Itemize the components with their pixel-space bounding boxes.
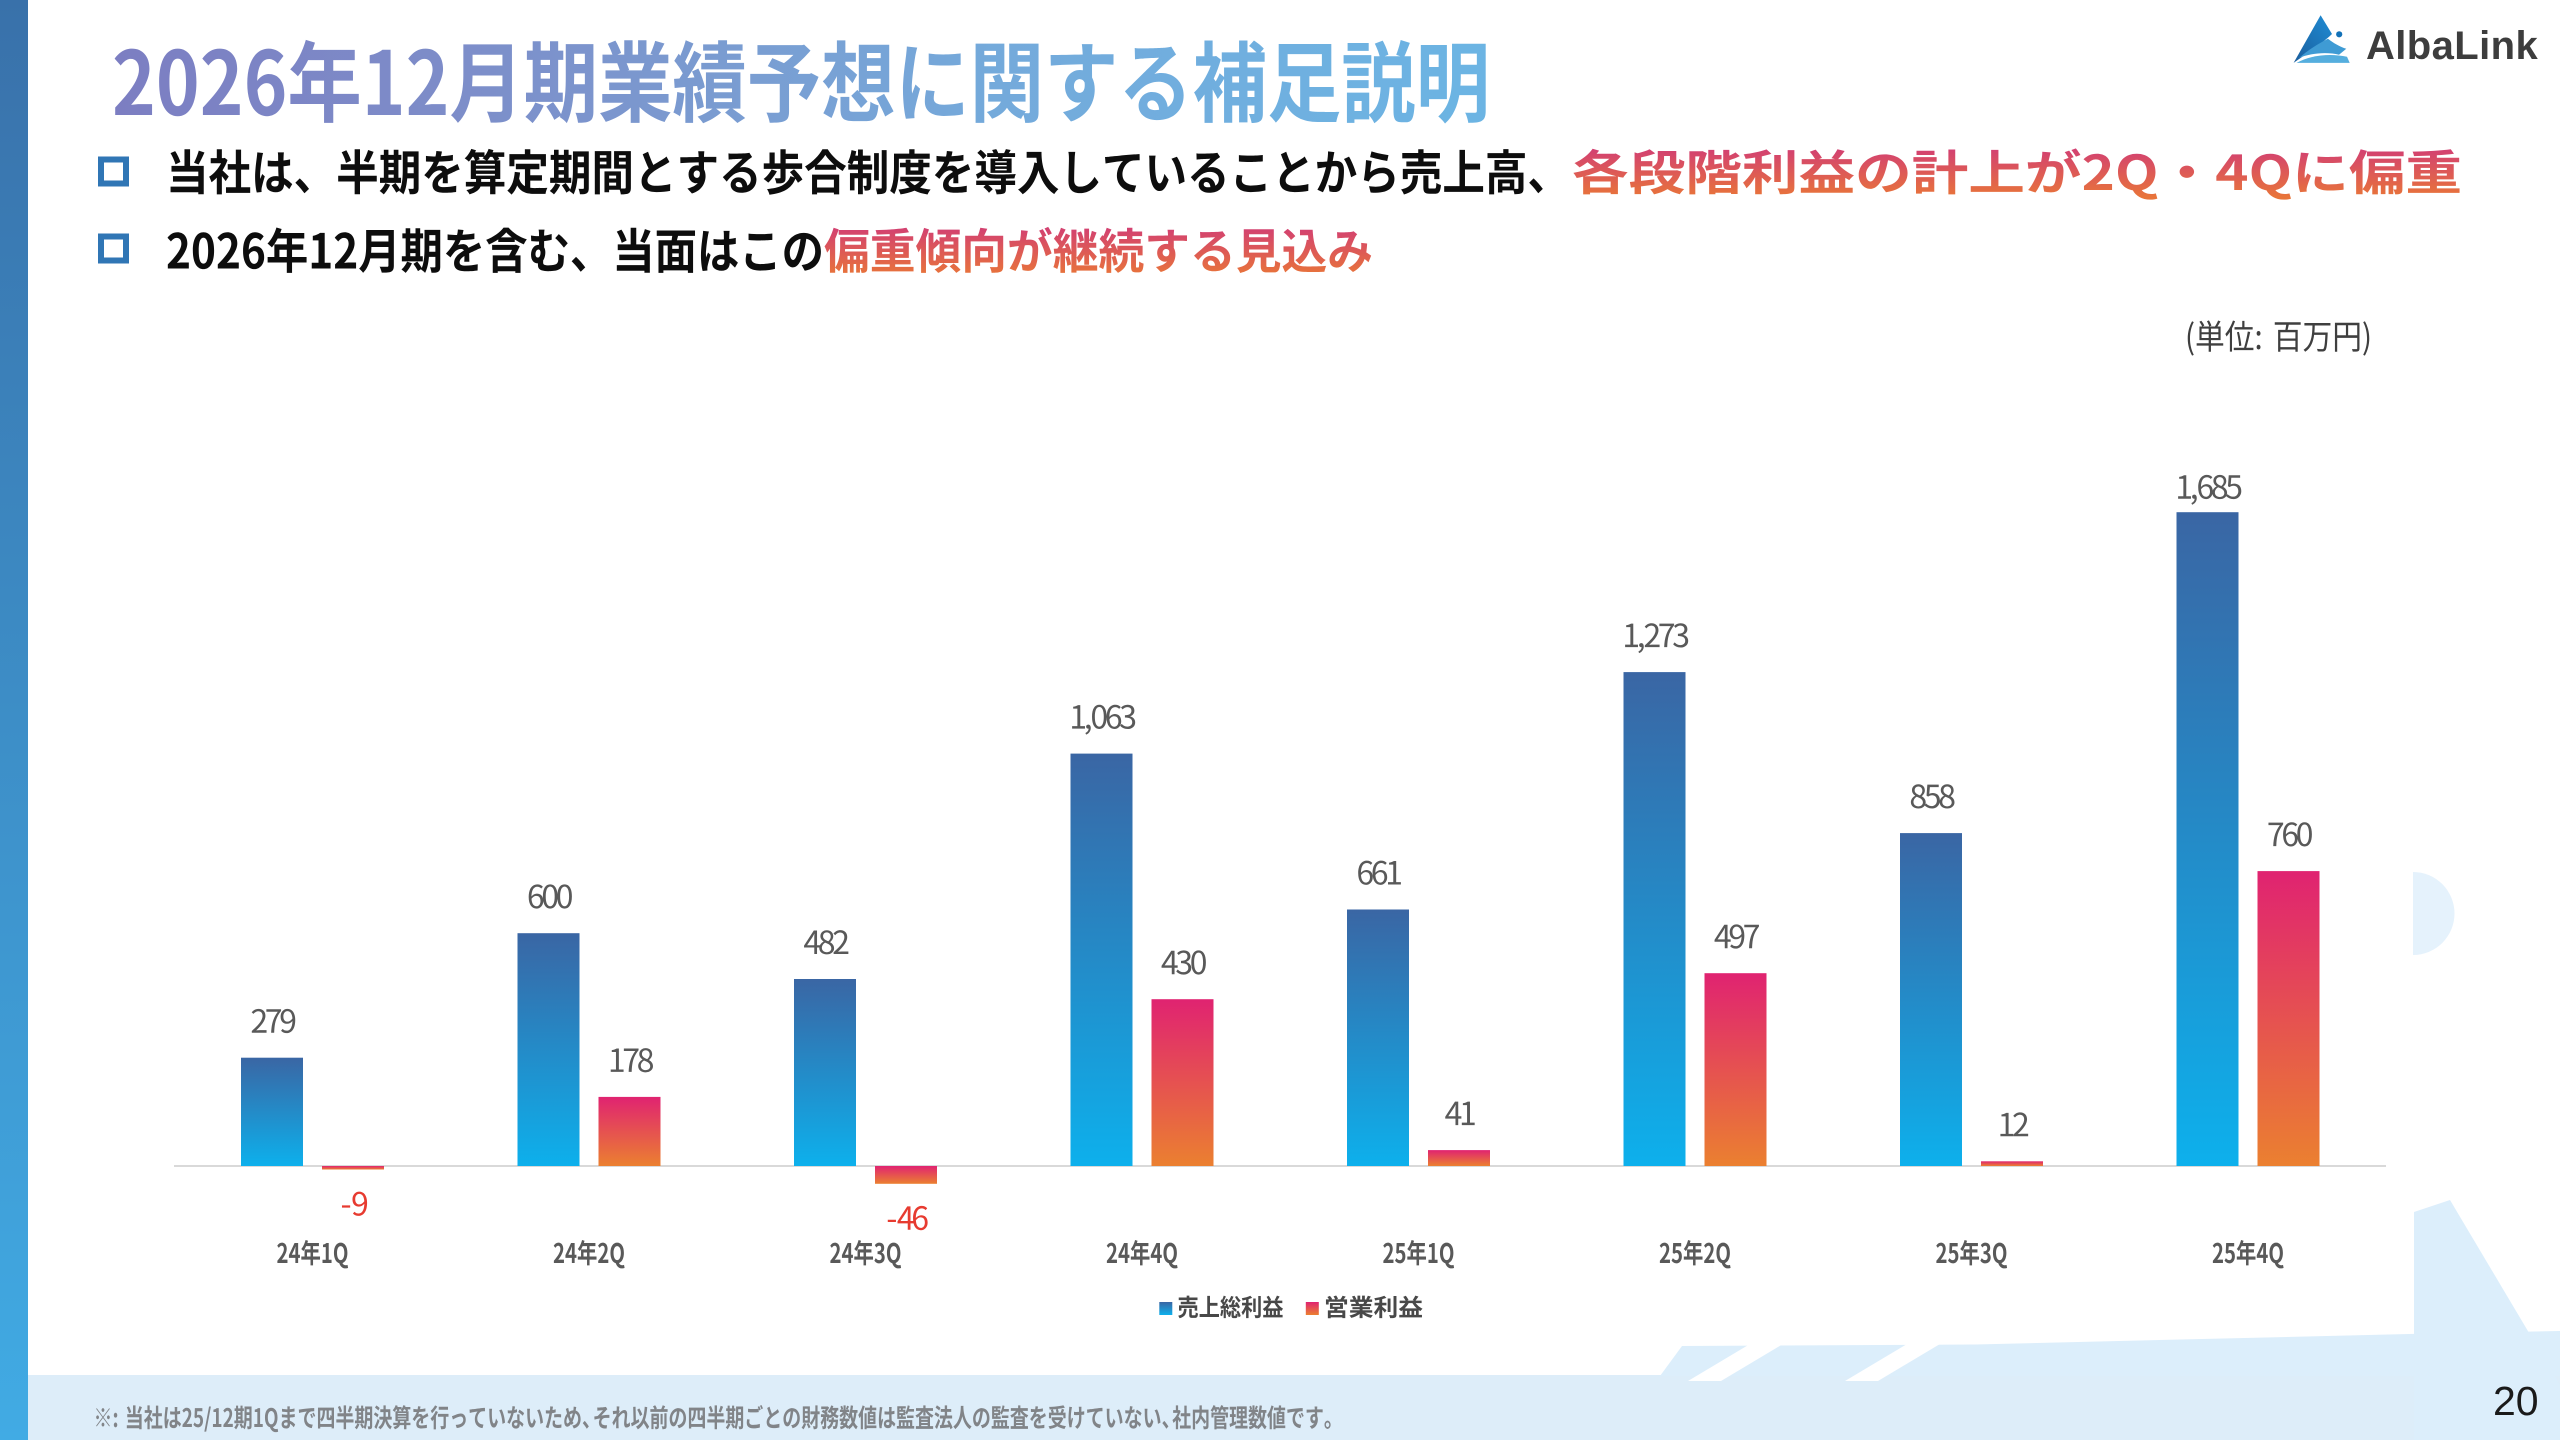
svg-text:AlbaLink: AlbaLink [2366, 24, 2538, 68]
svg-text:20: 20 [2493, 1378, 2539, 1424]
